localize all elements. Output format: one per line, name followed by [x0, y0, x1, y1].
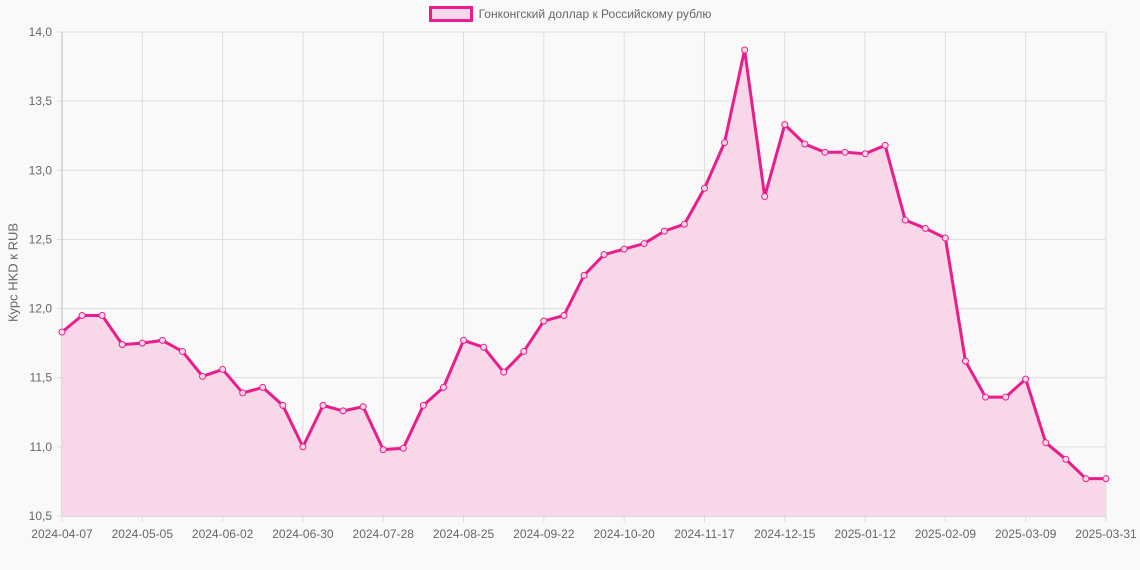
legend-swatch [428, 6, 473, 22]
data-point[interactable] [399, 444, 407, 452]
chart-legend[interactable]: Гонконгский доллар к Российскому рублю [0, 6, 1140, 22]
x-tick-label: 2025-02-09 [915, 527, 977, 541]
x-tick-label: 2024-06-30 [272, 527, 334, 541]
data-point[interactable] [921, 224, 929, 232]
data-point[interactable] [520, 347, 528, 355]
data-point[interactable] [1042, 439, 1050, 447]
data-point[interactable] [1062, 455, 1070, 463]
data-point[interactable] [178, 347, 186, 355]
y-tick-label: 13,5 [29, 94, 53, 108]
data-point[interactable] [741, 46, 749, 54]
y-tick-label: 14,0 [29, 25, 53, 39]
y-tick-label: 12,5 [29, 232, 53, 246]
data-point[interactable] [680, 220, 688, 228]
data-point[interactable] [781, 121, 789, 129]
data-point[interactable] [118, 341, 126, 349]
x-tick-label: 2024-10-20 [593, 527, 655, 541]
data-point[interactable] [1022, 375, 1030, 383]
data-point[interactable] [1002, 393, 1010, 401]
data-point[interactable] [881, 141, 889, 149]
data-point[interactable] [721, 139, 729, 147]
data-point[interactable] [821, 148, 829, 156]
data-point[interactable] [98, 311, 106, 319]
data-point[interactable] [560, 311, 568, 319]
data-point[interactable] [580, 271, 588, 279]
data-point[interactable] [861, 150, 869, 158]
data-point[interactable] [319, 401, 327, 409]
x-tick-label: 2024-08-25 [433, 527, 495, 541]
x-tick-label: 2025-03-31 [1075, 527, 1137, 541]
x-tick-label: 2024-07-28 [353, 527, 415, 541]
data-point[interactable] [961, 357, 969, 365]
y-tick-label: 11,0 [30, 440, 53, 454]
data-point[interactable] [359, 403, 367, 411]
data-point[interactable] [540, 317, 548, 325]
data-point[interactable] [78, 311, 86, 319]
data-point[interactable] [199, 372, 207, 380]
x-tick-label: 2025-01-12 [834, 527, 896, 541]
data-point[interactable] [480, 343, 488, 351]
data-point[interactable] [700, 184, 708, 192]
x-tick-label: 2024-05-05 [112, 527, 174, 541]
data-point[interactable] [941, 234, 949, 242]
data-point[interactable] [1082, 475, 1090, 483]
data-point[interactable] [660, 227, 668, 235]
x-tick-label: 2024-11-17 [674, 527, 735, 541]
data-point[interactable] [279, 401, 287, 409]
data-point[interactable] [138, 339, 146, 347]
data-point[interactable] [761, 193, 769, 201]
data-point[interactable] [379, 446, 387, 454]
y-tick-label: 10,5 [29, 509, 53, 523]
data-point[interactable] [299, 443, 307, 451]
y-tick-label: 13,0 [29, 163, 53, 177]
data-point[interactable] [620, 245, 628, 253]
x-tick-label: 2024-06-02 [192, 527, 254, 541]
data-point[interactable] [460, 336, 468, 344]
data-point[interactable] [219, 365, 227, 373]
data-point[interactable] [58, 328, 66, 336]
data-point[interactable] [158, 336, 166, 344]
data-point[interactable] [419, 401, 427, 409]
x-tick-label: 2024-09-22 [513, 527, 575, 541]
data-point[interactable] [339, 407, 347, 415]
data-point[interactable] [439, 383, 447, 391]
data-point[interactable] [600, 251, 608, 259]
data-point[interactable] [640, 240, 648, 248]
x-tick-label: 2024-04-07 [31, 527, 93, 541]
y-tick-label: 12,0 [29, 302, 53, 316]
legend-label: Гонконгский доллар к Российскому рублю [478, 7, 712, 21]
data-point[interactable] [841, 148, 849, 156]
data-point[interactable] [801, 140, 809, 148]
data-point[interactable] [1102, 475, 1110, 483]
area-fill [62, 49, 1106, 516]
x-tick-label: 2025-03-09 [995, 527, 1057, 541]
x-tick-label: 2024-12-15 [754, 527, 816, 541]
data-point[interactable] [901, 216, 909, 224]
data-point[interactable] [239, 389, 247, 397]
data-point[interactable] [982, 393, 990, 401]
data-point[interactable] [500, 368, 508, 376]
y-tick-label: 11,5 [30, 371, 53, 385]
data-point[interactable] [259, 383, 267, 391]
